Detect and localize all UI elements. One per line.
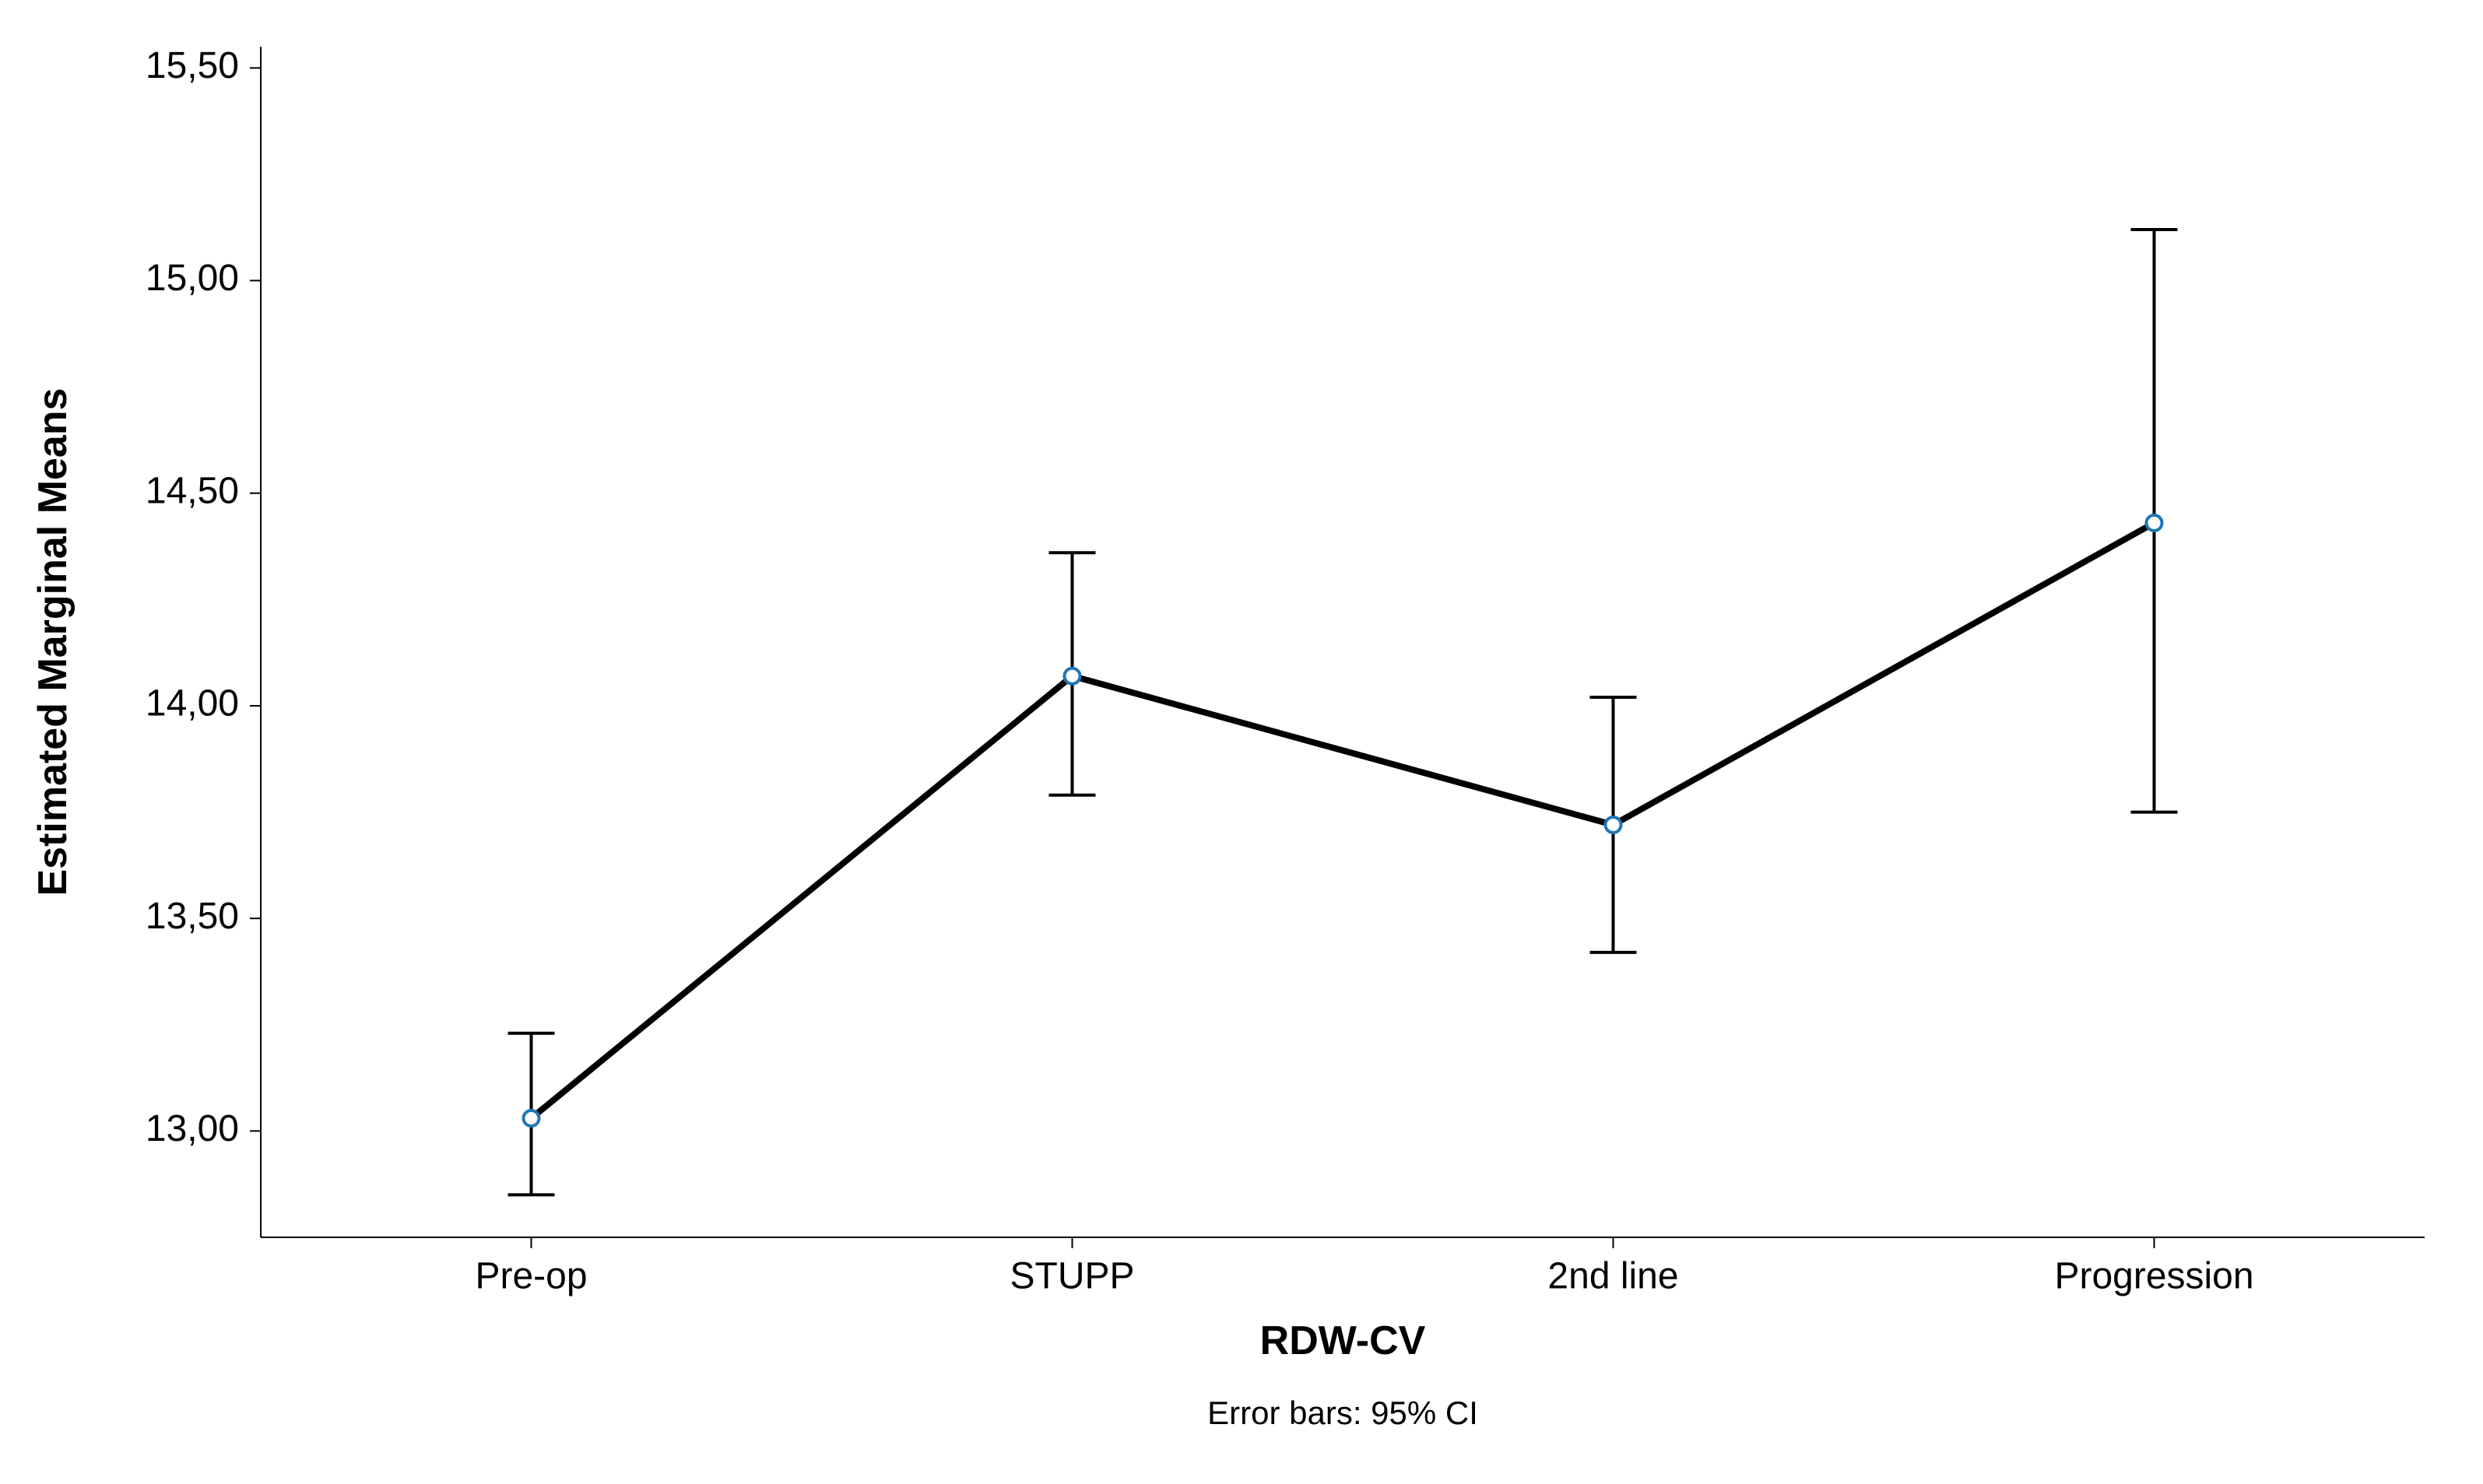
x-tick-label: Progression	[2054, 1256, 2253, 1297]
y-tick-label: 15,50	[146, 45, 239, 86]
data-point-marker	[1606, 817, 1621, 833]
series-line	[532, 523, 2155, 1118]
data-point-marker	[1065, 668, 1080, 684]
chart-container: 13,00 13,50 14,00 14,50 15,00 15,50 Pre-op STUP…	[0, 0, 2483, 1484]
x-tick-label: Pre-op	[475, 1256, 587, 1297]
y-tick-label: 13,50	[146, 896, 239, 937]
x-axis-title: RDW-CV	[1260, 1318, 1426, 1363]
chart-caption: Error bars: 95% CI	[1207, 1395, 1478, 1431]
errorbar-chart: 13,00 13,50 14,00 14,50 15,00 15,50 Pre-op STUP…	[0, 0, 2483, 1484]
y-axis-title: Estimated Marginal Means	[30, 388, 76, 896]
x-tick-label: STUPP	[1010, 1256, 1134, 1297]
data-point-marker	[2147, 515, 2162, 531]
y-tick-label: 14,50	[146, 470, 239, 511]
data-point-marker	[524, 1110, 539, 1126]
y-tick-label: 15,00	[146, 258, 239, 299]
x-tick-label: 2nd line	[1547, 1256, 1678, 1297]
y-tick-label: 13,00	[146, 1108, 239, 1149]
y-tick-label: 14,00	[146, 683, 239, 724]
